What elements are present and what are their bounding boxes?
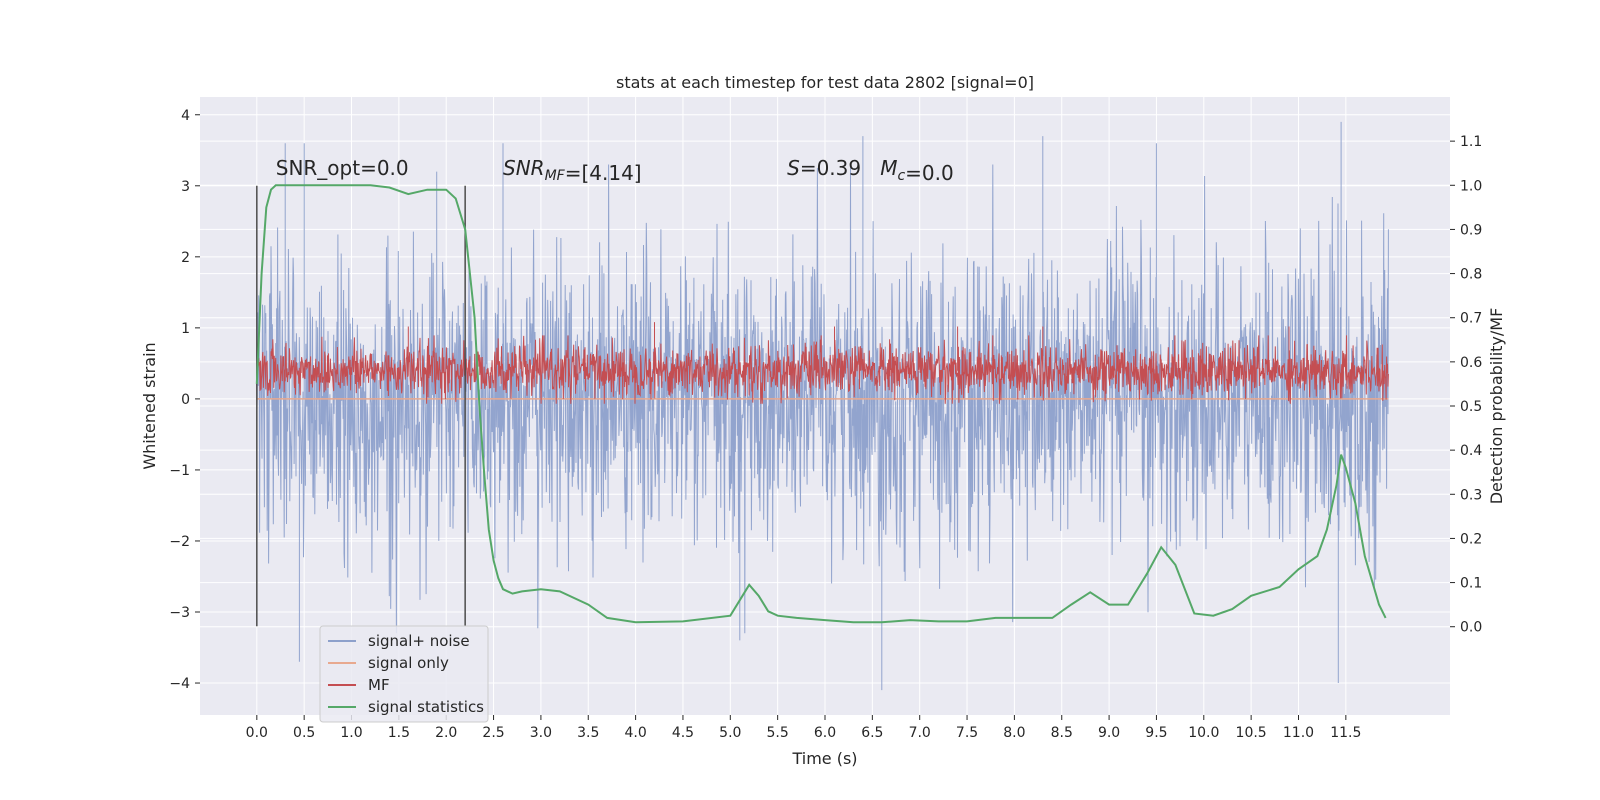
- vertical-markers: [256, 185, 466, 627]
- x-tick-label: 1.5: [388, 725, 410, 741]
- y-right-tick-label: 0.5: [1460, 399, 1482, 415]
- y-right-tick-label: 0.4: [1460, 443, 1482, 459]
- noise-trace: [256, 121, 1389, 691]
- y-right-tick-label: 0.7: [1460, 311, 1482, 327]
- y-right-tick-label: 0.8: [1460, 267, 1482, 283]
- y-right-axis-label: Detection probability/MF: [1487, 308, 1506, 505]
- annotation: SNR_opt=0.0: [276, 156, 409, 180]
- y-right-tick-label: 0.3: [1460, 487, 1482, 503]
- legend-label: signal+ noise: [368, 632, 470, 650]
- mf-trace: [256, 322, 1389, 404]
- x-tick-label: 5.0: [719, 725, 741, 741]
- y-right-tick-label: 0.9: [1460, 222, 1482, 238]
- x-tick-label: 3.0: [530, 725, 552, 741]
- x-tick-label: 3.5: [577, 725, 599, 741]
- legend-box: [319, 625, 489, 723]
- x-tick-label: 9.5: [1145, 725, 1167, 741]
- x-tick-label: 8.0: [1003, 725, 1025, 741]
- legend-label: MF: [368, 676, 390, 694]
- y-right-tick-label: 0.1: [1460, 576, 1482, 592]
- x-tick-label: 0.0: [246, 725, 268, 741]
- x-tick-label: 4.0: [624, 725, 646, 741]
- signal-statistics-trace: [255, 184, 1387, 624]
- y-right-ticks: 0.0 0.1 0.2 0.3 0.4 0.5 0.6 0.7 0.8 0.9 1.0 1.1: [1450, 134, 1482, 636]
- y-right-tick-label: 1.1: [1460, 134, 1482, 150]
- x-tick-label: 8.5: [1051, 725, 1073, 741]
- y-left-tick-label: 3: [181, 179, 190, 195]
- x-tick-label: 7.0: [909, 725, 931, 741]
- x-tick-label: 10.0: [1188, 725, 1219, 741]
- x-tick-label: 2.5: [482, 725, 504, 741]
- chart-title: stats at each timestep for test data 280…: [616, 73, 1034, 92]
- legend: signal+ noise signal only MF signal statist…: [319, 625, 489, 723]
- x-tick-label: 6.5: [861, 725, 883, 741]
- y-right-tick-label: 0.2: [1460, 531, 1482, 547]
- legend-label: signal statistics: [368, 698, 484, 716]
- x-tick-label: 9.0: [1098, 725, 1120, 741]
- legend-label: signal only: [368, 654, 449, 672]
- y-left-tick-label: −1: [169, 463, 190, 479]
- y-left-tick-label: 4: [181, 108, 190, 124]
- x-tick-label: 10.5: [1236, 725, 1267, 741]
- annotation: SNRMF=[4.14]: [503, 156, 642, 185]
- mf-series: [256, 322, 1389, 404]
- y-right-tick-label: 0.6: [1460, 355, 1482, 371]
- y-right-tick-label: 1.0: [1460, 178, 1482, 194]
- x-tick-label: 7.5: [956, 725, 978, 741]
- x-tick-label: 11.0: [1283, 725, 1314, 741]
- x-ticks: 0.0 0.5 1.0 1.5 2.0 2.5 3.0 3.5 4.0 4.5 5.0 5.5 6.0 6…: [246, 715, 1361, 741]
- y-left-ticks: −4 −3 −2 −1 0 1 2 3 4: [169, 108, 200, 692]
- y-left-tick-label: −4: [169, 676, 190, 692]
- x-tick-label: 2.0: [435, 725, 457, 741]
- annotation: S=0.39 Mc=0.0: [787, 156, 954, 185]
- x-tick-label: 0.5: [293, 725, 315, 741]
- y-left-tick-label: −2: [169, 534, 190, 550]
- x-axis-label: Time (s): [791, 749, 857, 768]
- y-left-tick-label: 0: [181, 392, 190, 408]
- x-tick-label: 6.0: [814, 725, 836, 741]
- x-tick-label: 1.0: [340, 725, 362, 741]
- y-left-tick-label: 2: [181, 250, 190, 266]
- noise-series: [256, 121, 1389, 691]
- y-left-tick-label: −3: [169, 605, 190, 621]
- x-tick-label: 11.5: [1330, 725, 1361, 741]
- x-tick-label: 5.5: [767, 725, 789, 741]
- signal-statistics-series: [255, 184, 1387, 624]
- y-left-axis-label: Whitened strain: [140, 342, 159, 469]
- x-tick-label: 4.5: [672, 725, 694, 741]
- y-right-tick-label: 0.0: [1460, 620, 1482, 636]
- y-left-tick-label: 1: [181, 321, 190, 337]
- annotations: SNR_opt=0.0 SNRMF=[4.14] S=0.39 Mc=0.0: [276, 156, 954, 185]
